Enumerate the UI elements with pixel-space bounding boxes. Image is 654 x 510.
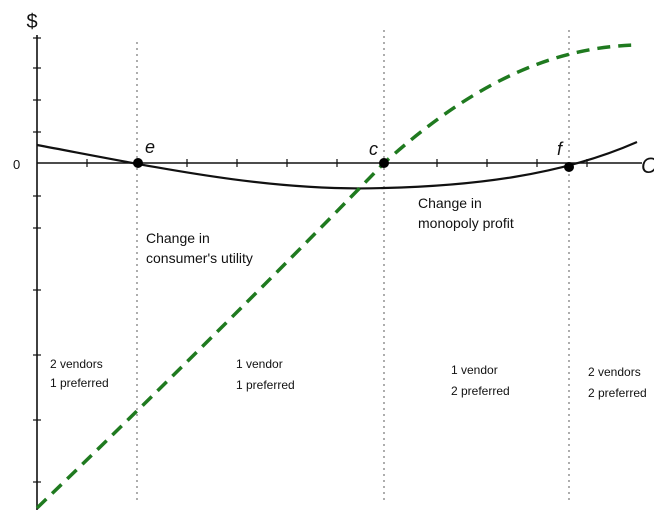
point-e <box>133 158 143 168</box>
consumer-curve-label-line1: Change in <box>146 230 210 246</box>
point-f-label: f <box>557 139 564 159</box>
x-axis-label: C <box>641 153 654 178</box>
y-axis-label: $ <box>26 11 37 33</box>
y-ticks <box>33 37 41 483</box>
region-3-line2: 2 preferred <box>451 384 510 398</box>
monopoly-curve-label-line1: Change in <box>418 195 482 211</box>
point-c <box>379 158 389 168</box>
region-1-line1: 2 vendors <box>50 357 103 371</box>
zero-label: 0 <box>13 157 20 172</box>
region-2-line1: 1 vendor <box>236 357 283 371</box>
consumer-curve-label-line2: consumer's utility <box>146 250 253 266</box>
region-3-line1: 1 vendor <box>451 363 498 377</box>
point-c-label: c <box>369 139 378 159</box>
point-f <box>564 162 574 172</box>
region-1-line2: 1 preferred <box>50 376 109 390</box>
region-2-line2: 1 preferred <box>236 378 295 392</box>
region-4-line2: 2 preferred <box>588 386 647 400</box>
region-dividers <box>136 30 570 500</box>
point-e-label: e <box>145 137 155 157</box>
monopoly-profit-curve <box>36 140 638 190</box>
monopoly-curve-label-line2: monopoly profit <box>418 215 514 231</box>
region-4-line1: 2 vendors <box>588 365 641 379</box>
consumer-utility-curve <box>35 43 638 510</box>
